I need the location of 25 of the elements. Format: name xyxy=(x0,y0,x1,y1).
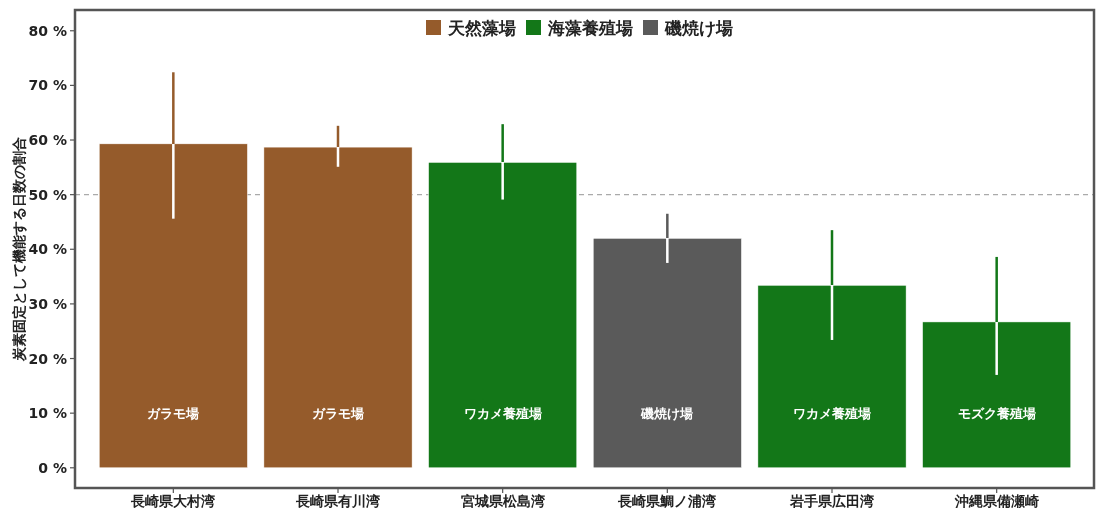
x-tick-label: 長崎県大村湾 xyxy=(130,493,216,508)
x-tick-label: 長崎県鯛ノ浦湾 xyxy=(617,493,717,508)
y-tick-label: 0 % xyxy=(38,459,67,476)
y-tick-label: 40 % xyxy=(28,241,67,258)
annotation: ワカメ養殖場 xyxy=(793,406,871,422)
y-axis-title: 炭素固定として機能する日数の割合 xyxy=(11,137,27,362)
annotation: ガラモ場 xyxy=(312,406,364,422)
legend-label: 磯焼け場 xyxy=(664,18,733,38)
x-tick-label: 宮城県松島湾 xyxy=(460,493,545,508)
y-tick-label: 80 % xyxy=(28,22,67,39)
legend-label: 海藻養殖場 xyxy=(547,18,633,38)
x-tick-label: 岩手県広田湾 xyxy=(789,493,874,508)
y-tick-label: 60 % xyxy=(28,132,67,149)
legend-label: 天然藻場 xyxy=(447,18,516,38)
annotation: ワカメ養殖場 xyxy=(463,406,542,422)
annotation: モズク養殖場 xyxy=(957,406,1036,422)
x-tick-label: 長崎県有川湾 xyxy=(295,493,380,508)
y-tick-label: 30 % xyxy=(28,295,67,312)
x-tick-label: 沖縄県備瀬崎 xyxy=(953,493,1039,508)
annotation: ガラモ場 xyxy=(147,406,200,422)
y-tick-label: 70 % xyxy=(28,77,67,94)
annotation: 磯焼け場 xyxy=(640,406,694,422)
y-tick-label: 50 % xyxy=(28,186,67,203)
y-tick-label: 20 % xyxy=(28,350,67,367)
y-tick-label: 10 % xyxy=(28,405,67,422)
